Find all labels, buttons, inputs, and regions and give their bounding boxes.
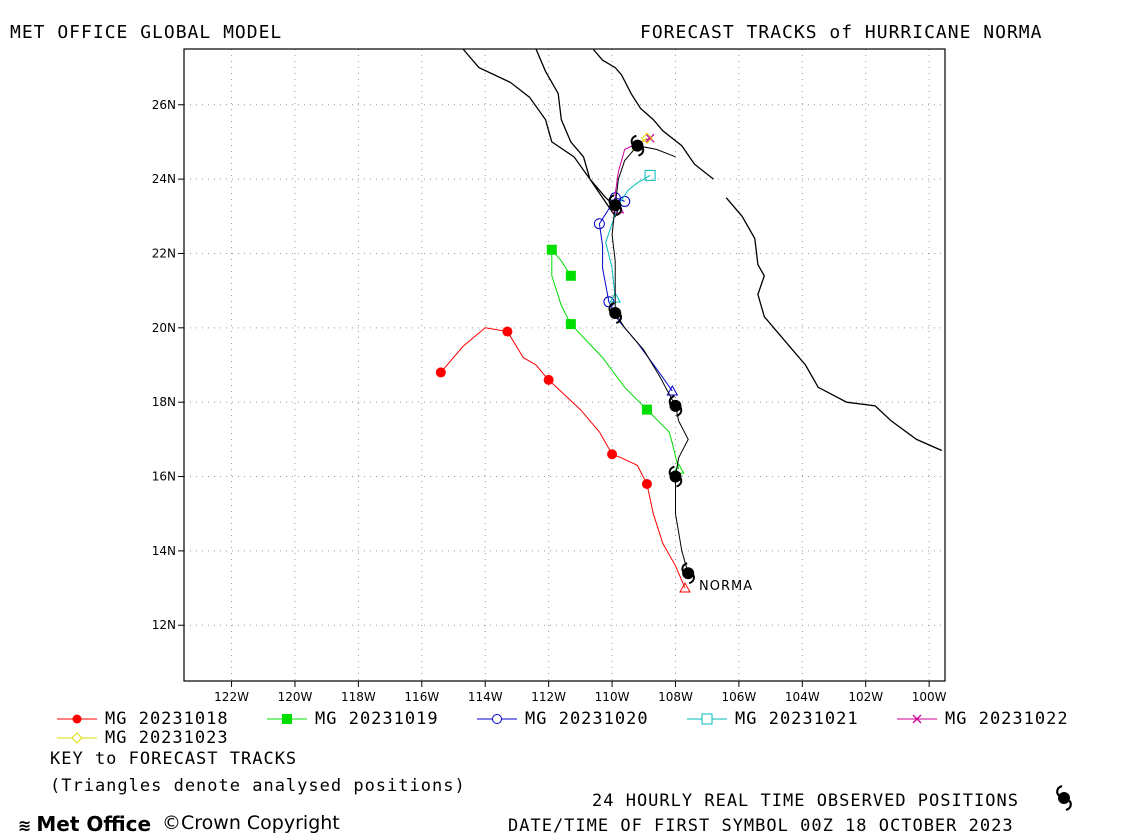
lat-tick-label: 14N <box>152 544 176 558</box>
forecast-point-marker <box>644 169 656 181</box>
lon-tick-label: 104W <box>785 690 820 704</box>
hurricane-position-icon <box>608 194 622 217</box>
forecast-point-marker <box>565 319 576 330</box>
lat-tick-label: 12N <box>152 618 176 632</box>
lon-tick-label: 110W <box>595 690 630 704</box>
x-marker-icon <box>912 714 922 724</box>
lon-tick-label: 108W <box>658 690 693 704</box>
open-square-marker-icon <box>701 713 713 725</box>
coastlines <box>462 48 943 452</box>
coastline <box>725 197 943 452</box>
forecast-point-marker <box>565 270 576 281</box>
analysed-position-triangle <box>679 582 691 593</box>
copyright-notice: ©Crown Copyright <box>162 812 340 834</box>
legend-label: MG 20231023 <box>105 728 229 748</box>
lon-tick-label: 106W <box>722 690 757 704</box>
forecast-point-marker <box>543 374 554 385</box>
met-office-logo: ≋ Met Office <box>18 812 151 836</box>
lon-tick-label: 122W <box>214 690 249 704</box>
filled-circle-marker-icon <box>72 714 82 724</box>
legend-label: MG 20231018 <box>105 709 229 729</box>
legend-entry-20231021: MG 20231021 <box>685 709 885 729</box>
axis-ticks <box>178 104 930 687</box>
forecast-point-marker <box>607 449 618 460</box>
lat-tick-label: 16N <box>152 470 176 484</box>
forecast-point-marker <box>641 132 653 144</box>
lon-tick-label: 120W <box>278 690 313 704</box>
legend-label: MG 20231022 <box>945 709 1069 729</box>
lat-tick-label: 18N <box>152 395 176 409</box>
lat-tick-label: 24N <box>152 172 176 186</box>
logo-text: Met Office <box>36 812 152 836</box>
longitude-tick-labels: 122W 120W 118W 116W 114W 112W 110W 108W 106W 104W… <box>214 690 946 704</box>
forecast-point-marker <box>502 326 513 337</box>
legend-entry-20231020: MG 20231020 <box>475 709 675 729</box>
hurricane-position-icon <box>668 394 683 417</box>
lat-tick-label: 26N <box>152 98 176 112</box>
lon-tick-label: 114W <box>468 690 503 704</box>
graticule <box>184 49 945 681</box>
filled-square-marker-icon <box>282 714 292 724</box>
analysed-position-triangle <box>666 384 679 396</box>
chart-title: FORECAST TRACKS of HURRICANE NORMA <box>640 22 1043 43</box>
forecast-point-marker <box>641 404 652 415</box>
legend-entry-20231022: MG 20231022 <box>895 709 1095 729</box>
lon-tick-label: 116W <box>404 690 439 704</box>
forecast-point-marker <box>641 478 652 489</box>
plot-frame <box>183 48 946 682</box>
lat-tick-label: 20N <box>152 321 176 335</box>
observed-track-line <box>611 145 689 574</box>
legend-label: MG 20231021 <box>735 709 859 729</box>
lat-tick-label: 22N <box>152 246 176 260</box>
met-office-logo-icon: ≋ <box>18 816 31 835</box>
hurricane-position-icon <box>668 465 683 488</box>
forecast-track-line <box>598 197 673 392</box>
forecast-point-marker <box>593 218 605 230</box>
storm-name-label: NORMA <box>699 579 753 594</box>
forecast-point-marker <box>645 133 655 143</box>
hurricane-position-icon <box>630 134 645 157</box>
lon-tick-label: 102W <box>848 690 883 704</box>
hurricane-position-icon <box>608 302 622 324</box>
model-title: MET OFFICE GLOBAL MODEL <box>10 22 283 43</box>
legend-entry-20231019: MG 20231019 <box>265 709 465 729</box>
legend-label: MG 20231020 <box>525 709 649 729</box>
forecast-track-line <box>605 174 651 299</box>
coastline <box>592 48 714 180</box>
coastline <box>462 48 620 218</box>
lon-tick-label: 112W <box>531 690 566 704</box>
legend-key-title: KEY to FORECAST TRACKS <box>50 749 298 769</box>
first-symbol-date-label: DATE/TIME OF FIRST SYMBOL 00Z 18 OCTOBER… <box>508 816 1014 836</box>
legend-key-note: (Triangles denote analysed positions) <box>50 776 466 796</box>
forecast-point-marker <box>546 244 557 255</box>
legend-entry-20231023: MG 20231023 <box>55 728 255 748</box>
forecast-track-line <box>614 137 651 210</box>
observed-track <box>608 134 695 585</box>
hurricane-position-icon <box>681 562 695 585</box>
lon-tick-label: 118W <box>341 690 376 704</box>
legend-entry-20231018: MG 20231018 <box>55 709 255 729</box>
observed-positions-label: 24 HOURLY REAL TIME OBSERVED POSITIONS <box>592 791 1019 811</box>
hurricane-symbol-icon <box>1056 784 1072 812</box>
lon-tick-label: 100W <box>912 690 947 704</box>
latitude-tick-labels: 12N 14N 16N 18N 20N 22N 24N 26N <box>152 98 176 632</box>
legend-label: MG 20231019 <box>315 709 439 729</box>
open-circle-marker-icon <box>492 714 502 724</box>
open-diamond-marker-icon <box>71 732 83 744</box>
forecast-track-line <box>440 327 686 589</box>
forecast-point-marker <box>435 367 446 378</box>
